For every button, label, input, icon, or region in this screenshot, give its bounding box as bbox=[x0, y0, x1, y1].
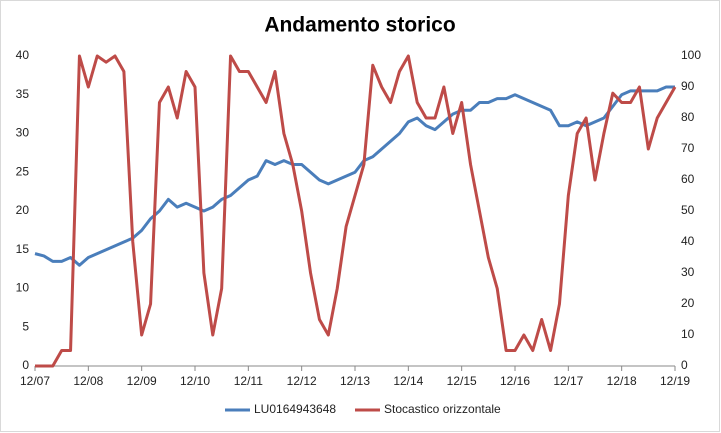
legend-label: Stocastico orizzontale bbox=[384, 402, 501, 416]
y-tick-label: 40 bbox=[16, 48, 30, 62]
y2-tick-label: 30 bbox=[681, 265, 695, 279]
x-tick-label: 12/16 bbox=[500, 374, 530, 388]
y2-tick-label: 100 bbox=[681, 48, 701, 62]
y-tick-label: 20 bbox=[16, 203, 30, 217]
x-tick-label: 12/17 bbox=[553, 374, 583, 388]
x-tick-label: 12/09 bbox=[127, 374, 157, 388]
x-tick-label: 12/12 bbox=[287, 374, 317, 388]
x-tick-label: 12/18 bbox=[607, 374, 637, 388]
y-tick-label: 30 bbox=[16, 126, 30, 140]
y-tick-label: 5 bbox=[22, 319, 29, 333]
y2-tick-label: 10 bbox=[681, 327, 695, 341]
y-tick-label: 15 bbox=[16, 242, 30, 256]
legend-label: LU0164943648 bbox=[254, 402, 336, 416]
series-line bbox=[34, 85, 675, 267]
y2-tick-label: 90 bbox=[681, 79, 695, 93]
chart-title: Andamento storico bbox=[264, 14, 455, 37]
y2-tick-label: 40 bbox=[681, 234, 695, 248]
x-tick-label: 12/14 bbox=[393, 374, 423, 388]
y-tick-label: 35 bbox=[16, 87, 30, 101]
y-tick-label: 25 bbox=[16, 164, 30, 178]
y2-tick-label: 50 bbox=[681, 203, 695, 217]
x-tick-label: 12/07 bbox=[20, 374, 50, 388]
x-tick-label: 12/08 bbox=[73, 374, 103, 388]
series-line bbox=[35, 54, 677, 368]
x-tick-label: 12/13 bbox=[340, 374, 370, 388]
y2-tick-label: 70 bbox=[681, 141, 695, 155]
x-tick-label: 12/11 bbox=[234, 374, 263, 388]
y-tick-label: 10 bbox=[16, 281, 30, 295]
x-tick-label: 12/10 bbox=[180, 374, 210, 388]
x-tick-label: 12/15 bbox=[447, 374, 477, 388]
y2-tick-label: 20 bbox=[681, 296, 695, 310]
y2-tick-label: 80 bbox=[681, 110, 695, 124]
x-tick-label: 12/19 bbox=[660, 374, 690, 388]
y-tick-label: 0 bbox=[22, 358, 29, 372]
y2-tick-label: 60 bbox=[681, 172, 695, 186]
y2-tick-label: 0 bbox=[681, 358, 688, 372]
